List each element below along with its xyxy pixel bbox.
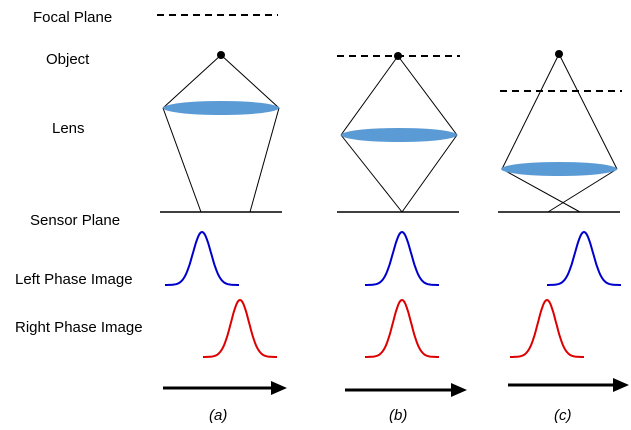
- ray-b-right-upper: [397, 55, 458, 136]
- lens-c: [501, 162, 617, 176]
- ray-b-right-lower: [401, 134, 458, 213]
- right-phase-curve-a: [203, 298, 277, 358]
- object-point-c: [555, 50, 563, 58]
- panel-c: (c): [498, 50, 629, 424]
- label-sensor-plane: Sensor Plane: [30, 212, 120, 229]
- arrow-head-b: [451, 383, 467, 397]
- ray-b-left-upper: [340, 55, 399, 136]
- ray-c-right-lower: [547, 168, 618, 213]
- label-left-phase-image: Left Phase Image: [15, 271, 133, 288]
- arrow-head-a: [271, 381, 287, 395]
- ray-c-left-lower: [501, 168, 581, 213]
- right-phase-curve-c: [510, 298, 584, 358]
- ray-a-left-lower: [162, 107, 202, 213]
- lens-b: [341, 128, 457, 142]
- label-lens: Lens: [52, 120, 85, 137]
- arrow-head-c: [613, 378, 629, 392]
- label-object: Object: [46, 51, 90, 68]
- ray-a-left-upper: [162, 54, 222, 109]
- left-phase-curve-c: [547, 230, 621, 286]
- right-phase-curve-b: [365, 298, 439, 358]
- panel-a: (a): [157, 14, 287, 424]
- object-point-b: [394, 52, 402, 60]
- panel-b: (b): [337, 52, 467, 424]
- label-focal-plane: Focal Plane: [33, 9, 112, 26]
- caption-b: (b): [389, 407, 407, 424]
- caption-a: (a): [209, 407, 227, 424]
- lens-a: [163, 101, 279, 115]
- ray-a-right-upper: [220, 54, 280, 109]
- object-point-a: [217, 51, 225, 59]
- ray-c-left-upper: [501, 53, 560, 170]
- ray-c-right-upper: [558, 53, 618, 170]
- left-phase-curve-a: [165, 230, 239, 286]
- ray-b-left-lower: [340, 134, 403, 213]
- caption-c: (c): [554, 407, 572, 424]
- ray-a-right-lower: [249, 107, 280, 213]
- left-phase-curve-b: [365, 230, 439, 286]
- label-right-phase-image: Right Phase Image: [15, 319, 143, 336]
